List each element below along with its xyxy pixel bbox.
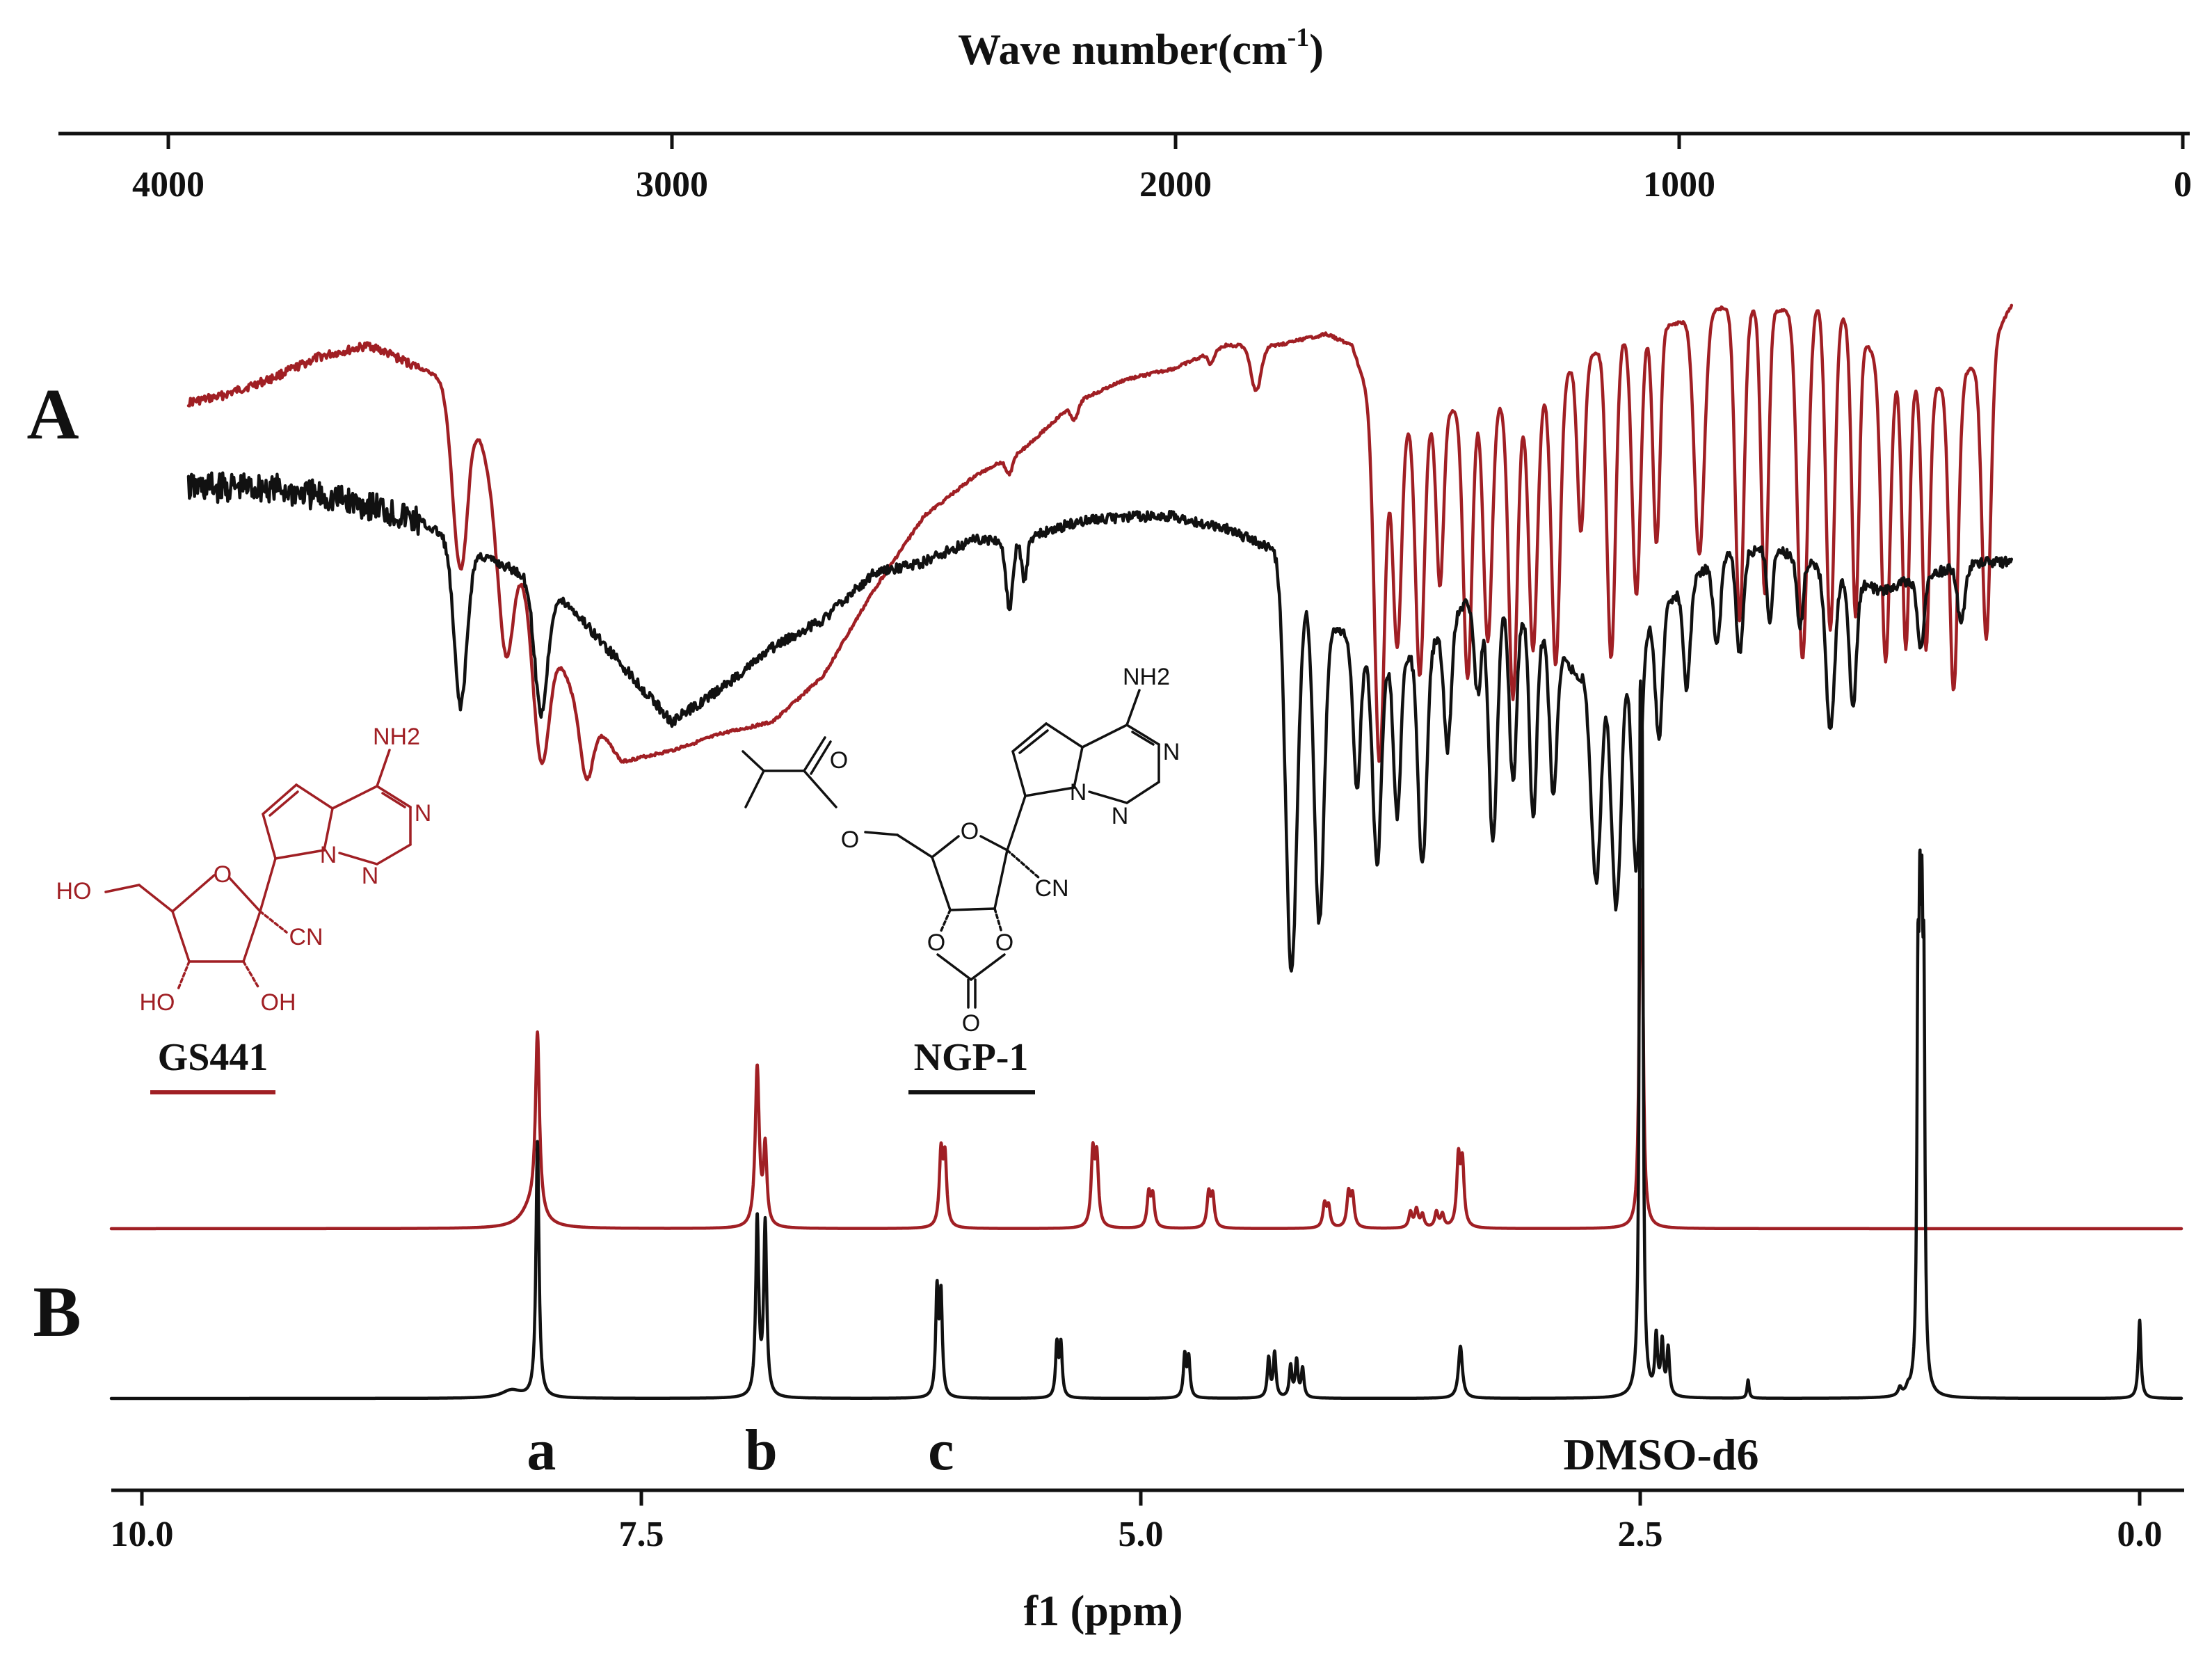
svg-text:N: N — [415, 800, 432, 827]
gs441-atom-labels: O HO CN HO OH N N N NH2 — [56, 724, 432, 1016]
svg-text:N: N — [362, 863, 379, 889]
ir-tick-label: 0 — [2174, 165, 2192, 205]
nmr-tick-label: 5.0 — [1119, 1515, 1164, 1554]
nmr-tick-label: 2.5 — [1618, 1515, 1663, 1554]
svg-text:N: N — [1112, 803, 1129, 829]
ngp1-bonds — [742, 689, 1160, 1009]
nmr-tick-label: 10.0 — [111, 1515, 174, 1554]
svg-text:NH2: NH2 — [373, 724, 420, 750]
ir-axis: Wave number(cm-1) 4000 3000 2000 1000 0 — [58, 23, 2192, 205]
nmr-annotation-2: c — [928, 1418, 954, 1483]
svg-text:O: O — [830, 747, 848, 774]
nmr-trace-gs441 — [109, 888, 2183, 1231]
svg-text:O: O — [962, 1010, 980, 1037]
svg-text:HO: HO — [140, 989, 175, 1016]
ir-spectra — [186, 303, 2014, 973]
panel-label-a: A — [26, 374, 79, 454]
structure-ngp1: O O O CN O O O N N N NH2 NGP-1 — [742, 664, 1180, 1094]
svg-text:CN: CN — [289, 924, 323, 950]
svg-text:O: O — [995, 930, 1013, 956]
svg-text:O: O — [961, 818, 979, 845]
ngp1-label: NGP-1 — [914, 1036, 1029, 1079]
ir-tick-label: 3000 — [636, 165, 708, 205]
svg-text:O: O — [841, 827, 859, 853]
nmr-axis: 10.0 7.5 5.0 2.5 0.0 f1 (ppm) — [111, 1488, 2184, 1635]
nmr-spectra — [109, 679, 2183, 1401]
ir-tick-label: 4000 — [132, 165, 205, 205]
svg-text:NH2: NH2 — [1123, 664, 1170, 690]
nmr-axis-title: f1 (ppm) — [1023, 1588, 1183, 1635]
gs441-bonds — [104, 749, 412, 991]
nmr-tick-label: 7.5 — [619, 1515, 664, 1554]
panel-label-b: B — [33, 1272, 81, 1352]
svg-text:N: N — [1070, 779, 1087, 806]
svg-text:N: N — [320, 842, 337, 868]
nmr-ticks: 10.0 7.5 5.0 2.5 0.0 — [111, 1490, 2163, 1554]
nmr-annotations: a b c DMSO-d6 — [527, 1418, 1758, 1483]
nmr-annotation-1: b — [745, 1418, 778, 1483]
structure-gs441: O HO CN HO OH N N N NH2 GS441 — [56, 724, 432, 1094]
ir-trace-gs441 — [186, 303, 2014, 781]
nmr-annotation-0: a — [527, 1418, 556, 1483]
svg-text:HO: HO — [56, 878, 92, 904]
nmr-tick-label: 0.0 — [2117, 1515, 2163, 1554]
svg-text:N: N — [1163, 739, 1180, 765]
ir-tick-label: 1000 — [1643, 165, 1715, 205]
nmr-trace-ngp1 — [109, 679, 2183, 1401]
svg-text:O: O — [214, 861, 232, 888]
svg-text:OH: OH — [261, 989, 296, 1016]
gs441-label: GS441 — [158, 1036, 269, 1079]
ir-axis-title: Wave number(cm-1) — [958, 23, 1324, 74]
ir-ticks: 4000 3000 2000 1000 0 — [132, 134, 2192, 205]
nmr-annotation-3: DMSO-d6 — [1564, 1430, 1759, 1479]
ngp1-atom-labels: O O O CN O O O N N N NH2 — [830, 664, 1180, 1037]
svg-text:O: O — [927, 930, 945, 956]
svg-text:CN: CN — [1034, 875, 1068, 902]
ir-tick-label: 2000 — [1139, 165, 1212, 205]
ir-trace-ngp1 — [186, 471, 2014, 973]
